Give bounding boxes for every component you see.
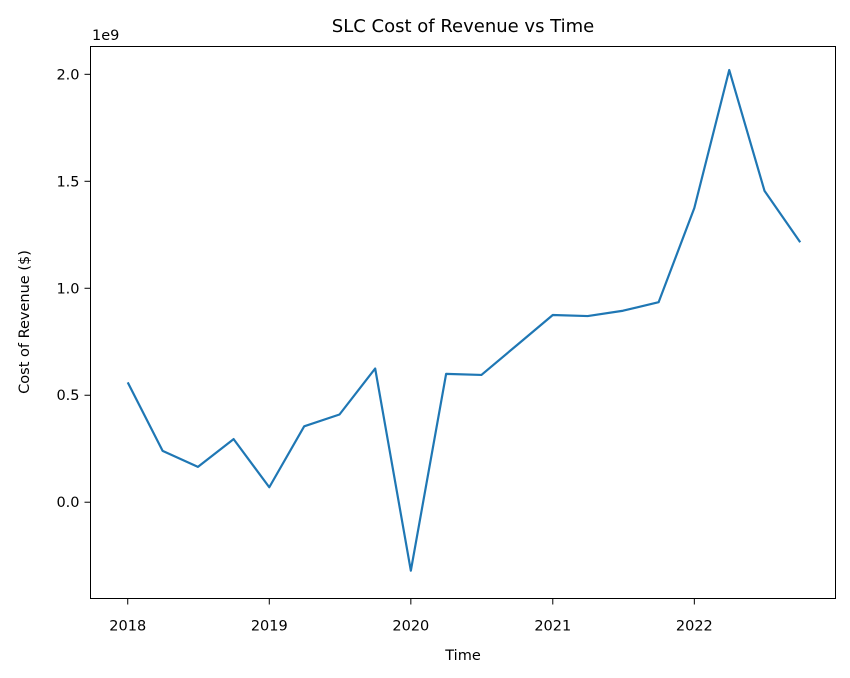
y-tick-label: 1.5 bbox=[56, 174, 79, 190]
x-axis-label: Time bbox=[444, 648, 481, 664]
y-tick-label: 1.0 bbox=[56, 281, 79, 297]
y-axis-label: Cost of Revenue ($) bbox=[17, 250, 33, 394]
y-axis: 0.0 0.5 1.0 1.5 2.0 bbox=[56, 67, 91, 511]
x-axis: 2018 2019 2020 2021 2022 bbox=[109, 598, 713, 635]
x-tick-label: 2022 bbox=[676, 619, 713, 635]
x-tick-label: 2018 bbox=[109, 619, 146, 635]
y-tick-label: 2.0 bbox=[56, 67, 79, 83]
series-line bbox=[126, 68, 802, 572]
x-tick-label: 2020 bbox=[392, 619, 429, 635]
plot-frame bbox=[90, 46, 836, 599]
y-tick-label: 0.0 bbox=[56, 495, 79, 511]
chart-title: SLC Cost of Revenue vs Time bbox=[332, 16, 594, 37]
x-tick-label: 2019 bbox=[251, 619, 288, 635]
series-layer bbox=[126, 68, 802, 572]
x-tick-label: 2021 bbox=[534, 619, 571, 635]
y-tick-label: 0.5 bbox=[56, 388, 79, 404]
y-axis-offset-label: 1e9 bbox=[92, 28, 119, 44]
